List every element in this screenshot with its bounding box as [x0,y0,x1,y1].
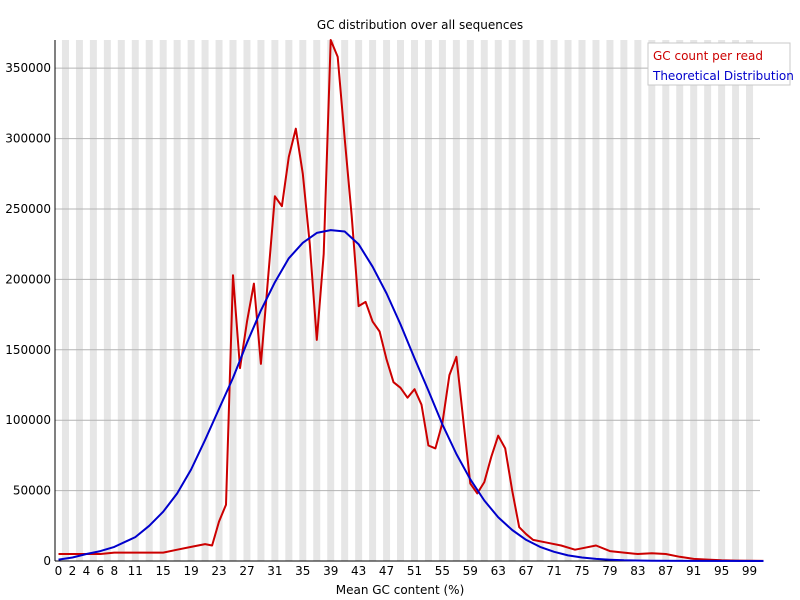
x-tick-label: 4 [83,564,91,578]
x-band [215,40,223,561]
x-band [592,40,600,561]
x-band [466,40,474,561]
legend-entry-gc-count: GC count per read [653,49,763,63]
x-band [201,40,209,561]
x-band [452,40,460,561]
x-band [718,40,726,561]
x-band [187,40,195,561]
x-tick-label: 91 [686,564,701,578]
y-tick-label: 100000 [5,413,51,427]
x-tick-label: 6 [97,564,105,578]
x-band [704,40,712,561]
x-band [732,40,740,561]
x-tick-label: 15 [156,564,171,578]
x-tick-label: 55 [435,564,450,578]
y-tick-label: 50000 [13,484,51,498]
x-tick-label: 87 [658,564,673,578]
x-tick-label: 19 [183,564,198,578]
x-band [424,40,432,561]
x-tick-label: 71 [546,564,561,578]
x-band [341,40,349,561]
x-band [299,40,307,561]
x-band [173,40,181,561]
series-lines [58,39,764,562]
x-tick-label: 31 [267,564,282,578]
x-band [327,40,335,561]
legend: GC count per read Theoretical Distributi… [647,42,794,86]
x-band [676,40,684,561]
x-band [159,40,167,561]
x-band [746,40,754,561]
legend-box [647,42,791,86]
horizontal-gridlines [55,67,760,492]
x-band [61,40,69,561]
x-band [578,40,586,561]
x-tick-label: 27 [239,564,254,578]
x-band [383,40,391,561]
x-axis-ticks: 0 2 4 6 8 11 15 19 23 27 31 35 39 43 47 51 55 59 63 67 71 75 7… [55,564,758,578]
x-axis-label: Mean GC content (%) [336,583,465,597]
x-band [285,40,293,561]
x-tick-label: 47 [379,564,394,578]
x-band [369,40,377,561]
x-band [438,40,446,561]
x-band [620,40,628,561]
x-band [634,40,642,561]
x-band [89,40,97,561]
x-tick-label: 35 [295,564,310,578]
x-tick-label: 23 [211,564,226,578]
y-tick-label: 200000 [5,272,51,286]
x-band [564,40,572,561]
chart-title: GC distribution over all sequences [317,18,523,32]
x-tick-label: 2 [69,564,77,578]
x-band [103,40,111,561]
x-tick-label: 0 [55,564,63,578]
x-tick-label: 95 [714,564,729,578]
x-band [243,40,251,561]
x-tick-label: 59 [463,564,478,578]
x-band [480,40,488,561]
y-tick-label: 350000 [5,61,51,75]
x-band [75,40,83,561]
x-band [536,40,544,561]
x-band [648,40,656,561]
y-tick-label: 0 [43,554,51,568]
y-axis-ticks: 0 50000 100000 150000 200000 250000 300000 3500… [5,61,51,568]
y-tick-label: 250000 [5,202,51,216]
x-tick-label: 39 [323,564,338,578]
x-tick-label: 67 [519,564,534,578]
x-tick-label: 51 [407,564,422,578]
x-band [145,40,153,561]
x-band [690,40,698,561]
x-band [397,40,405,561]
legend-entry-theoretical: Theoretical Distribution [652,69,794,83]
x-band [522,40,530,561]
series-line-theoretical [58,229,764,562]
x-tick-label: 99 [742,564,757,578]
x-band [410,40,418,561]
x-band [508,40,516,561]
x-band [662,40,670,561]
x-band [271,40,279,561]
x-band [131,40,139,561]
y-tick-label: 150000 [5,343,51,357]
series-line-gc-count [58,39,764,562]
x-tick-label: 11 [128,564,143,578]
x-band [313,40,321,561]
x-tick-label: 75 [574,564,589,578]
x-tick-label: 43 [351,564,366,578]
x-band [550,40,558,561]
x-band [494,40,502,561]
x-tick-label: 83 [630,564,645,578]
x-tick-label: 8 [111,564,119,578]
x-band-stripes [61,40,754,561]
x-tick-label: 63 [491,564,506,578]
x-tick-label: 79 [602,564,617,578]
x-band [117,40,125,561]
x-band [257,40,265,561]
y-tick-label: 300000 [5,132,51,146]
x-band [606,40,614,561]
